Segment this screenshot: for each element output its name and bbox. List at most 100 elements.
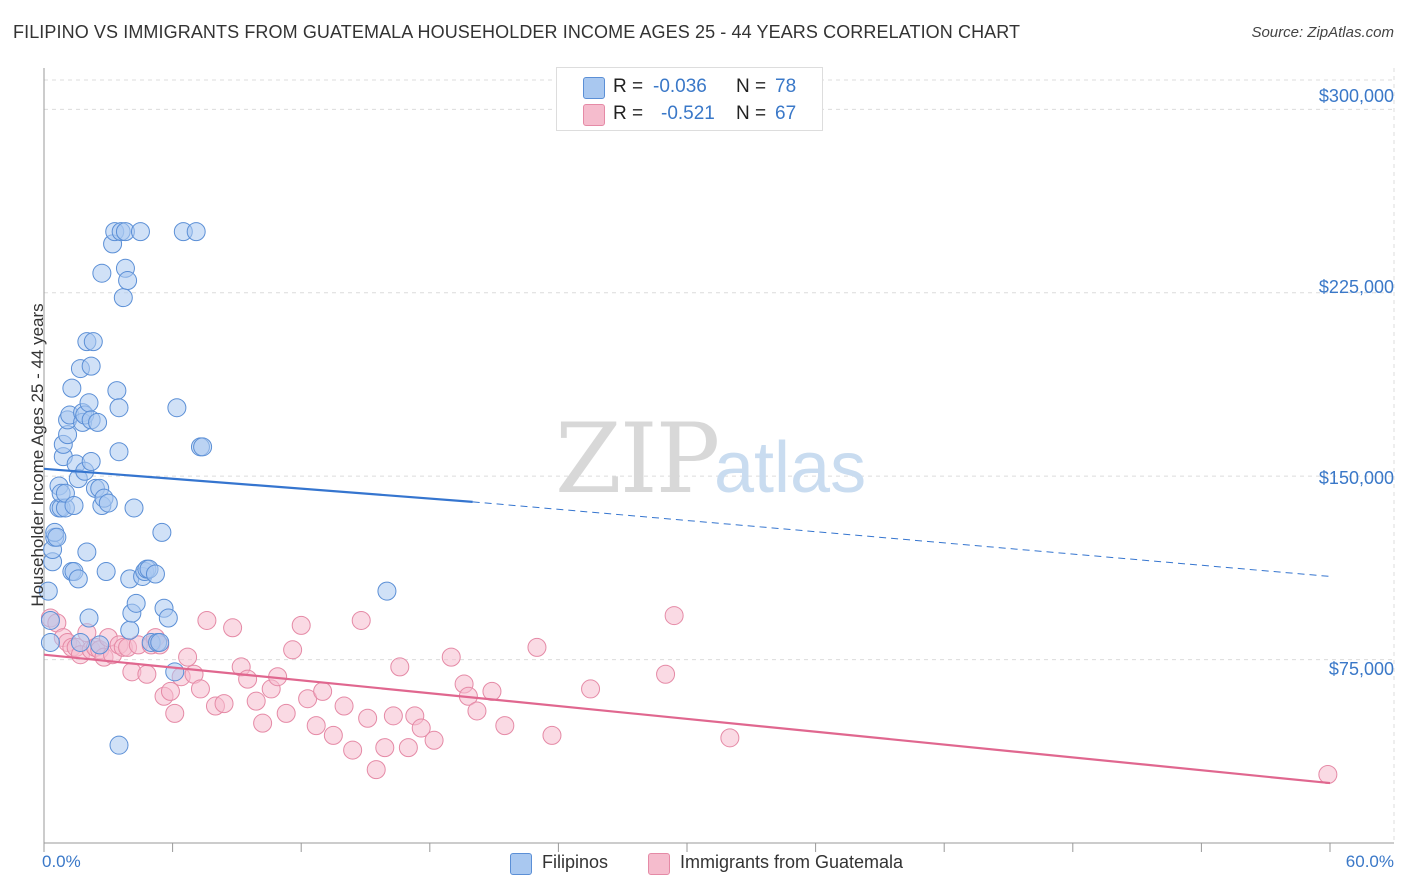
legend-swatch-pink — [648, 853, 670, 875]
guatemala-point-36 — [246, 691, 266, 711]
legend-label: Immigrants from Guatemala — [680, 852, 904, 872]
filipino-point-72 — [158, 608, 178, 628]
filipino-point-67 — [145, 564, 165, 584]
guatemala-point-57 — [411, 718, 431, 738]
filipino-point-25 — [68, 569, 88, 589]
filipino-point-59 — [124, 498, 144, 518]
filipino-point-70 — [152, 522, 172, 542]
guatemala-point-52 — [375, 738, 395, 758]
filipino-point-61 — [130, 222, 150, 242]
legend-swatch-blue — [583, 77, 605, 99]
filipino-point-33 — [79, 393, 99, 413]
filipino-point-44 — [96, 562, 116, 582]
guatemala-point-59 — [441, 647, 461, 667]
guatemala-point-49 — [351, 610, 371, 630]
filipino-point-19 — [62, 378, 82, 398]
trend-lines — [43, 467, 1331, 785]
filipino-point-78 — [193, 437, 213, 457]
filipino-trend-solid — [43, 467, 473, 503]
filipino-point-50 — [109, 442, 129, 462]
guatemala-point-53 — [383, 706, 403, 726]
guatemala-point-65 — [527, 637, 547, 657]
filipino-point-83 — [70, 632, 90, 652]
guatemala-point-66 — [542, 725, 562, 745]
guatemala-trend-line — [43, 653, 1331, 785]
filipino-point-49 — [109, 398, 129, 418]
guatemala-point-62 — [467, 701, 487, 721]
guatemala-point-32 — [214, 694, 234, 714]
filipino-point-57 — [120, 620, 140, 640]
filipino-point-31 — [77, 542, 97, 562]
guatemala-point-45 — [313, 681, 333, 701]
filipino-point-7 — [47, 527, 67, 547]
n-label: N = — [736, 76, 767, 97]
guatemala-point-27 — [178, 647, 198, 667]
guatemala-point-63 — [482, 681, 502, 701]
filipino-point-48 — [107, 381, 127, 401]
filipino-point-52 — [113, 288, 133, 308]
filipino-point-60 — [126, 593, 146, 613]
filipino-point-37 — [83, 332, 103, 352]
n-label: N = — [736, 103, 767, 124]
guatemala-point-41 — [283, 640, 303, 660]
guatemala-point-46 — [323, 725, 343, 745]
guatemala-point-69 — [664, 606, 684, 626]
r-value: -0.036 — [653, 76, 707, 97]
filipino-point-35 — [81, 452, 101, 471]
guatemala-point-29 — [190, 679, 210, 699]
filipino-point-0 — [38, 581, 58, 601]
guatemala-point-68 — [656, 664, 676, 684]
guatemala-point-30 — [197, 610, 217, 630]
filipino-point-55 — [118, 271, 138, 291]
legend-swatch-pink — [583, 104, 605, 126]
n-value: 78 — [775, 76, 797, 97]
y-tick-label-75000: $75,000 — [1328, 659, 1394, 679]
guatemala-point-64 — [495, 716, 515, 736]
filipino-points — [38, 222, 397, 755]
filipino-point-45 — [98, 493, 118, 513]
filipino-point-41 — [92, 263, 112, 283]
guatemala-point-33 — [223, 618, 243, 638]
guatemala-point-58 — [424, 730, 444, 750]
guatemala-point-67 — [581, 679, 601, 699]
y-tick-label-150000: $150,000 — [1318, 468, 1394, 488]
filipino-point-2 — [40, 632, 60, 652]
filipino-point-69 — [150, 632, 170, 652]
y-tick-label-300000: $300,000 — [1318, 86, 1394, 106]
filipino-point-82 — [90, 635, 110, 655]
guatemala-point-19 — [137, 664, 157, 684]
filipino-point-79 — [377, 581, 397, 601]
guatemala-point-44 — [306, 716, 326, 736]
filipino-point-36 — [81, 356, 101, 376]
chart-title: FILIPINO VS IMMIGRANTS FROM GUATEMALA HO… — [13, 22, 1021, 42]
guatemala-point-71 — [1318, 765, 1338, 785]
watermark: ZIP atlas — [555, 403, 866, 515]
guatemala-points — [40, 606, 1338, 785]
guatemala-point-51 — [366, 760, 386, 780]
guatemala-point-42 — [291, 615, 311, 635]
x-tick-label-min: 0.0% — [42, 852, 81, 871]
guatemala-point-37 — [253, 713, 273, 733]
x-tick-label-max: 60.0% — [1345, 852, 1394, 871]
guatemala-point-48 — [343, 740, 363, 760]
axes — [43, 68, 1394, 852]
guatemala-point-55 — [398, 738, 418, 758]
filipino-point-76 — [186, 222, 206, 242]
filipino-point-39 — [88, 412, 108, 432]
filipino-point-1 — [40, 610, 60, 630]
watermark-atlas: atlas — [714, 428, 866, 508]
n-value: 67 — [775, 103, 797, 124]
guatemala-point-40 — [276, 703, 296, 723]
source-credit: Source: ZipAtlas.com — [1251, 24, 1394, 41]
filipino-point-74 — [167, 398, 187, 418]
guatemala-point-24 — [160, 681, 180, 701]
filipino-point-21 — [64, 496, 84, 516]
guatemala-point-25 — [165, 703, 185, 723]
r-value: -0.521 — [661, 103, 715, 124]
guatemala-point-47 — [334, 696, 354, 716]
filipino-point-81 — [79, 608, 99, 628]
legend-swatch-blue — [510, 853, 532, 875]
guatemala-point-50 — [358, 708, 378, 728]
watermark-zip: ZIP — [555, 403, 718, 515]
